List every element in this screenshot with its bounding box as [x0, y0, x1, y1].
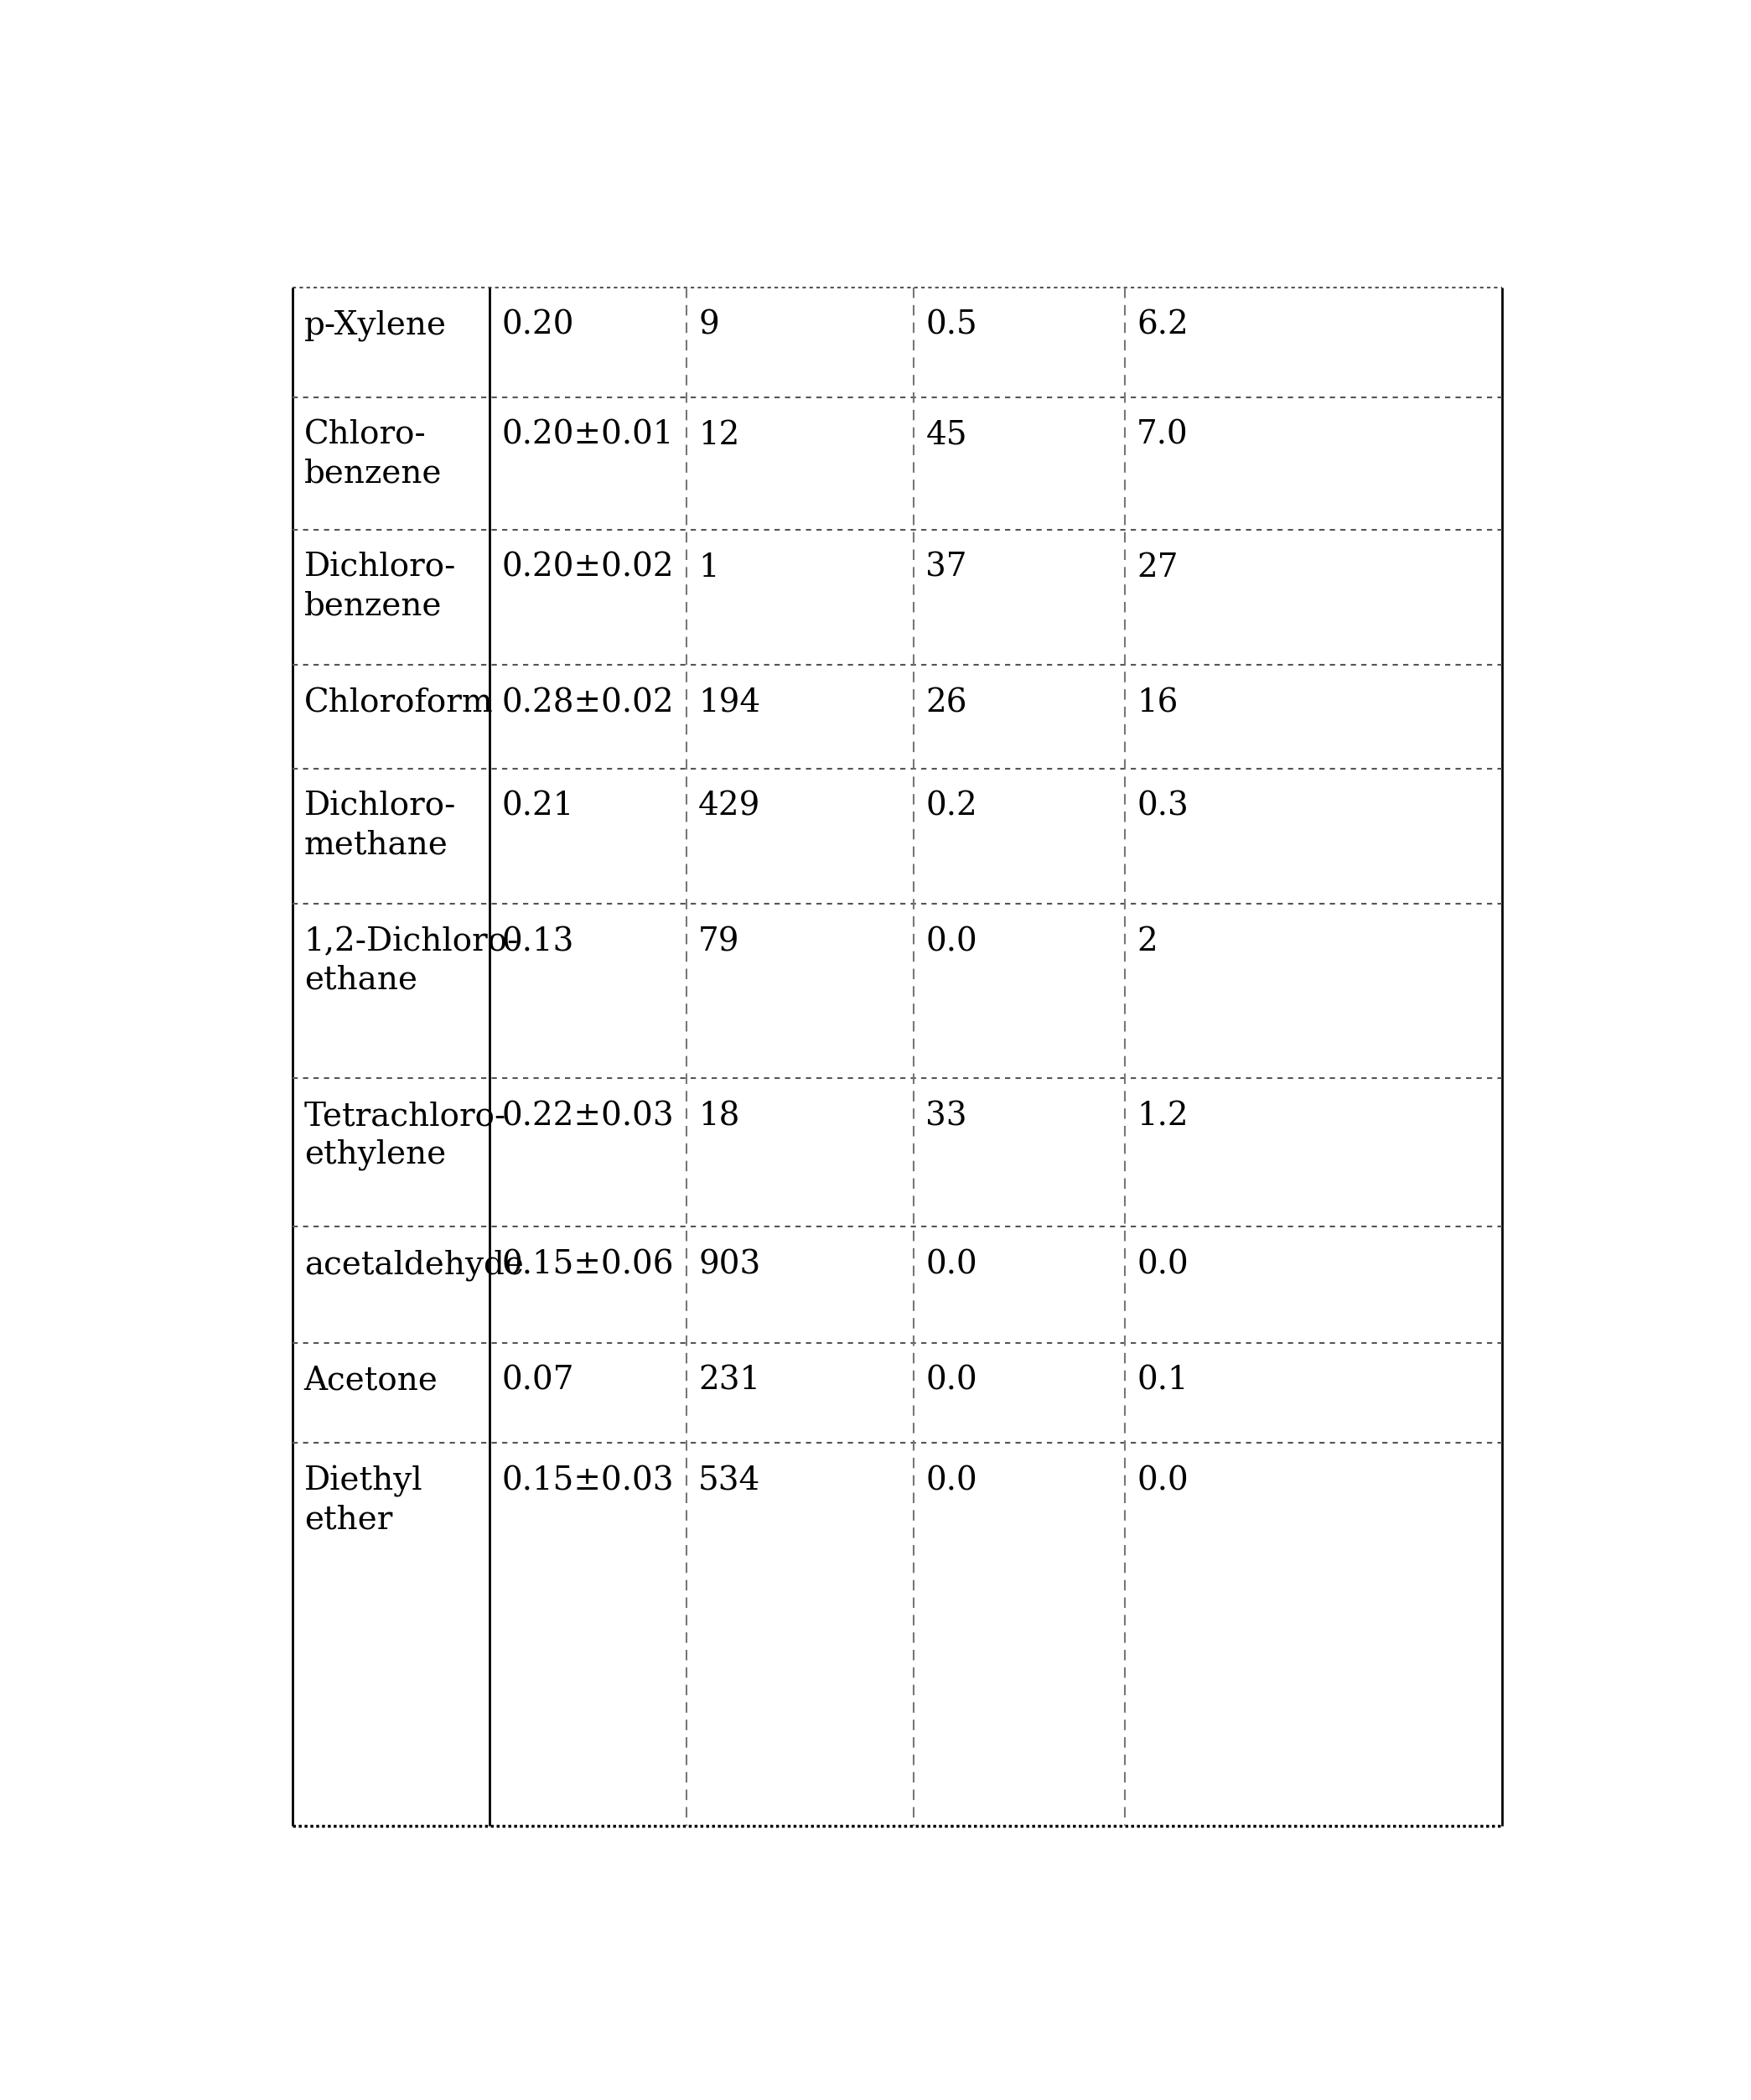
Text: 429: 429 — [699, 792, 760, 821]
Text: p-Xylene: p-Xylene — [305, 311, 447, 342]
Text: Dichloro-
benzene: Dichloro- benzene — [305, 552, 455, 622]
Text: 0.07: 0.07 — [501, 1365, 574, 1396]
Text: 7.0: 7.0 — [1136, 420, 1189, 451]
Text: 0.0: 0.0 — [926, 926, 977, 958]
Text: 1: 1 — [699, 552, 720, 584]
Text: 0.22±0.03: 0.22±0.03 — [501, 1100, 674, 1132]
Text: 1,2-Dichloro-
ethane: 1,2-Dichloro- ethane — [305, 926, 518, 995]
Text: 0.13: 0.13 — [501, 926, 574, 958]
Text: 0.0: 0.0 — [926, 1249, 977, 1281]
Text: 33: 33 — [926, 1100, 967, 1132]
Text: 0.3: 0.3 — [1136, 792, 1189, 821]
Text: 0.20±0.01: 0.20±0.01 — [501, 420, 674, 451]
Text: Dichloro-
methane: Dichloro- methane — [305, 792, 455, 861]
Text: 0.0: 0.0 — [1136, 1249, 1189, 1281]
Text: 0.0: 0.0 — [926, 1466, 977, 1497]
Text: 0.20±0.02: 0.20±0.02 — [501, 552, 674, 584]
Text: 903: 903 — [699, 1249, 760, 1281]
Text: 0.1: 0.1 — [1136, 1365, 1189, 1396]
Text: 0.5: 0.5 — [926, 311, 977, 340]
Text: 534: 534 — [699, 1466, 760, 1497]
Text: 0.15±0.06: 0.15±0.06 — [501, 1249, 674, 1281]
Text: acetaldehyde: acetaldehyde — [305, 1249, 524, 1281]
Text: 45: 45 — [926, 420, 967, 451]
Text: 79: 79 — [699, 926, 739, 958]
Text: 0.0: 0.0 — [1136, 1466, 1189, 1497]
Text: 18: 18 — [699, 1100, 739, 1132]
Text: 0.28±0.02: 0.28±0.02 — [501, 687, 674, 718]
Text: 37: 37 — [926, 552, 967, 584]
Text: 231: 231 — [699, 1365, 760, 1396]
Text: 194: 194 — [699, 687, 760, 718]
Text: 0.15±0.03: 0.15±0.03 — [501, 1466, 674, 1497]
Text: 0.21: 0.21 — [501, 792, 574, 821]
Text: 2: 2 — [1136, 926, 1157, 958]
Text: Chloroform: Chloroform — [305, 687, 494, 718]
Text: 9: 9 — [699, 311, 720, 340]
Text: Diethyl
ether: Diethyl ether — [305, 1466, 422, 1535]
Text: Tetrachloro-
ethylene: Tetrachloro- ethylene — [305, 1100, 506, 1170]
Text: 27: 27 — [1136, 552, 1178, 584]
Text: 0.20: 0.20 — [501, 311, 574, 340]
Text: 0.0: 0.0 — [926, 1365, 977, 1396]
Text: 6.2: 6.2 — [1136, 311, 1189, 340]
Text: 1.2: 1.2 — [1136, 1100, 1189, 1132]
Text: 0.2: 0.2 — [926, 792, 977, 821]
Text: 26: 26 — [926, 687, 967, 718]
Text: Chloro-
benzene: Chloro- benzene — [305, 420, 441, 489]
Text: Acetone: Acetone — [305, 1365, 438, 1396]
Text: 12: 12 — [699, 420, 739, 451]
Text: 16: 16 — [1136, 687, 1178, 718]
